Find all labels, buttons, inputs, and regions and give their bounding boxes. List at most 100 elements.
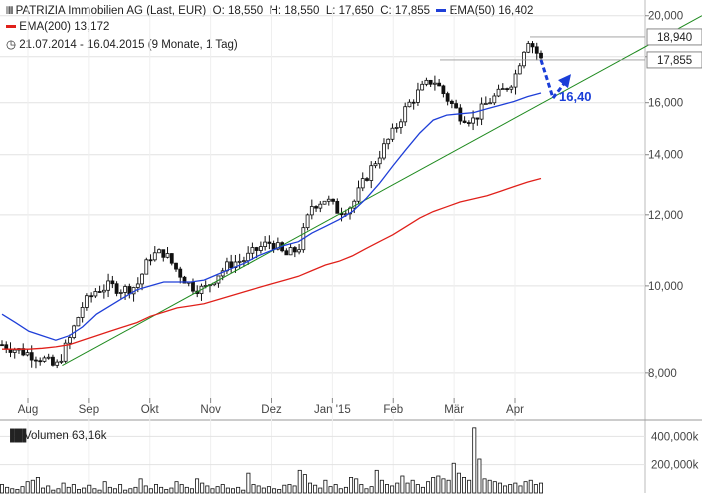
volume-bar <box>56 488 61 494</box>
candle-body <box>157 249 161 254</box>
volume-bar <box>225 487 230 494</box>
volume-bar <box>174 481 179 494</box>
candle-body <box>12 349 17 353</box>
candle-body <box>390 127 395 140</box>
candle-body <box>161 249 166 258</box>
volume-bar <box>292 485 297 494</box>
volume-tick-label: 200,000k <box>651 460 699 472</box>
candle-body <box>517 65 522 75</box>
volume-bar <box>205 485 210 494</box>
volume-bar <box>118 484 123 494</box>
y-tick-label: 12,000 <box>648 210 683 222</box>
volume-bar <box>395 482 400 494</box>
candle-body <box>394 127 399 129</box>
candle-body <box>382 143 386 159</box>
volume-bar <box>210 488 215 494</box>
volume-bar <box>15 489 20 494</box>
candle-body <box>123 286 127 293</box>
candle-body <box>25 352 30 356</box>
candle-body <box>539 52 543 59</box>
candle-body <box>428 79 433 85</box>
candle-body <box>152 252 157 261</box>
candle-body <box>254 247 259 251</box>
volume-bar <box>51 489 56 494</box>
volume-tick-label: 400,000k <box>651 431 699 443</box>
candle-body <box>441 85 446 95</box>
candle-body <box>322 200 327 205</box>
candle-body <box>0 344 4 347</box>
candle-body <box>365 178 369 181</box>
volume-bar <box>128 488 133 494</box>
candle-body <box>174 262 178 270</box>
x-tick-label: Jan '15 <box>314 404 351 416</box>
x-tick-label: Dez <box>261 404 282 416</box>
candle-body <box>118 292 123 294</box>
candle-body <box>242 260 246 263</box>
candle-body <box>420 83 425 91</box>
volume-bar <box>503 485 508 494</box>
candle-body <box>492 95 497 104</box>
candle-body <box>4 344 9 350</box>
volume-bar <box>241 489 246 494</box>
volume-bar <box>61 482 66 494</box>
volume-bar <box>313 484 318 494</box>
candle-body <box>483 103 488 105</box>
volume-bar <box>5 486 10 494</box>
candle-body <box>246 252 251 262</box>
candle-body <box>297 249 301 253</box>
volume-bar <box>508 484 513 494</box>
x-tick-label: Feb <box>383 404 403 416</box>
legend-line-2: EMA(200) 13,172 <box>6 21 109 33</box>
y-tick-label: 8,000 <box>648 368 677 380</box>
volume-bar <box>415 484 420 494</box>
period-range: 21.07.2014 - 16.04.2015 (9 Monate, 1 Tag… <box>19 39 238 51</box>
volume-bar <box>426 481 431 494</box>
volume-bar <box>143 485 148 494</box>
candle-body <box>114 283 119 294</box>
candle-body <box>110 280 115 285</box>
x-tick-label: Sep <box>79 404 99 416</box>
target-arrow-down <box>539 59 555 99</box>
y-tick-label: 16,000 <box>648 98 683 110</box>
volume-bar <box>123 489 128 494</box>
volume-bar <box>456 472 461 494</box>
candle-body <box>479 103 484 120</box>
candle-body <box>335 200 340 214</box>
candle-body <box>445 93 450 102</box>
volume-bar <box>71 484 76 494</box>
volume-bar <box>374 469 379 494</box>
volume-bar <box>349 477 354 494</box>
candle-body <box>46 356 51 359</box>
y-tick-label: 14,000 <box>648 150 683 162</box>
candle-body <box>182 276 187 284</box>
candle-body <box>267 241 272 244</box>
candle-body <box>288 247 293 256</box>
candle-body <box>305 214 310 229</box>
candle-body <box>148 259 153 262</box>
instrument-name: PATRIZIA Immobilien AG (Last, EUR) <box>15 5 207 17</box>
volume-bar <box>46 485 51 494</box>
candle-body <box>454 103 459 109</box>
volume-bar <box>148 488 153 494</box>
candle-body <box>51 356 55 366</box>
candle-body <box>411 101 416 104</box>
volume-bar <box>66 486 71 494</box>
candle-body <box>292 247 297 253</box>
candle-body <box>284 250 289 256</box>
indicator-lines <box>1 15 702 367</box>
candle-body <box>331 198 335 202</box>
volume-bar <box>169 487 174 494</box>
volume-bar <box>30 479 35 494</box>
candle-body <box>509 86 514 90</box>
volume-bar <box>390 485 395 494</box>
candle-body <box>191 281 195 292</box>
candle-body <box>424 79 429 85</box>
candle-body <box>80 307 85 318</box>
volume-bar <box>189 488 194 494</box>
legend-line-1: ⫴⫴ PATRIZIA Immobilien AG (Last, EUR) O:… <box>6 5 533 17</box>
x-tick-label: Nov <box>200 404 221 416</box>
volume-bar <box>482 478 487 494</box>
candle-body <box>356 187 361 202</box>
